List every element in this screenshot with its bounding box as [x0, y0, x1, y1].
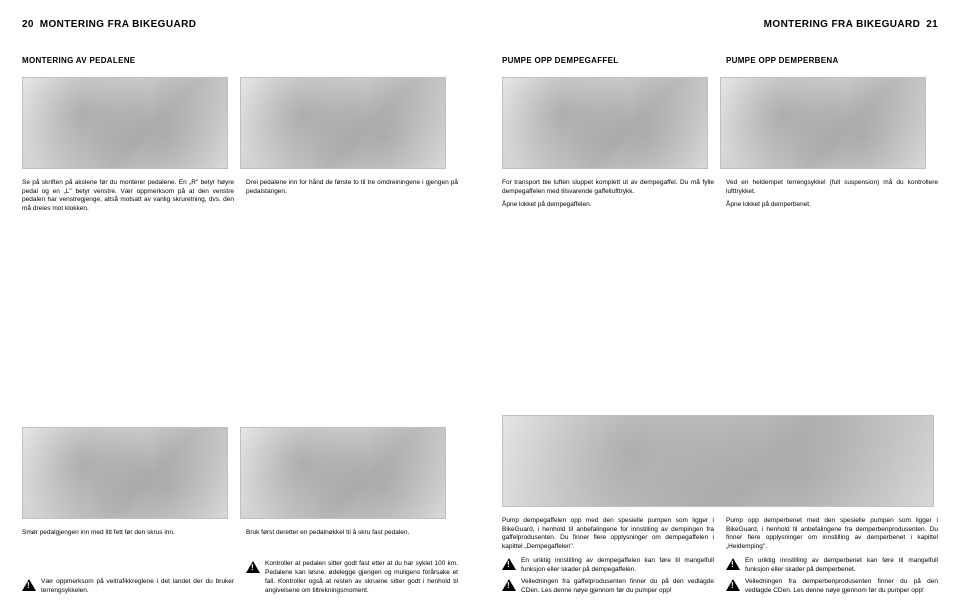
page-left: 20 MONTERING FRA BIKEGUARD MONTERING AV … — [0, 0, 480, 608]
text-col-grease: Smør pedalgjengen inn med litt fett før … — [22, 529, 234, 596]
photo-row-2-left — [22, 427, 458, 519]
header-right: MONTERING FRA BIKEGUARD 21 — [502, 18, 938, 34]
warning-shock-manual: Veiledningen fra demperbenprodusenten fi… — [726, 578, 938, 596]
p-right-1b: Åpne lokket på dempegaffelen. — [502, 201, 714, 210]
photo-pedal-axles — [22, 77, 228, 169]
page-number-left: 20 — [22, 18, 34, 32]
warning-fork-manual: Veiledningen fra gaffelprodusenten finne… — [502, 578, 714, 596]
subhead-shock: PUMPE OPP DEMPERBENA — [726, 56, 938, 67]
subhead-row-right: PUMPE OPP DEMPEGAFFEL PUMPE OPP DEMPERBE… — [502, 56, 938, 73]
section-title-left: MONTERING FRA BIKEGUARD — [40, 18, 197, 32]
warning-icon — [246, 561, 260, 573]
p-right-4: Pump opp demperbenet med den spesielle p… — [726, 517, 938, 552]
photo-pump-action — [502, 415, 934, 507]
warn-fork-manual: Veiledningen fra gaffelprodusenten finne… — [521, 578, 714, 596]
warn-text-pedal-tight: Kontroller at pedalen sitter godt fast e… — [265, 560, 458, 595]
text-col-wrench: Bruk først deretter en pedalnøkkel til å… — [246, 529, 458, 596]
photo-row-2-right — [502, 415, 938, 507]
text-fork: For transport ble luften sluppet komplet… — [502, 179, 714, 215]
p-right-2: Ved en heldempet terrengsykkel (full sus… — [726, 179, 938, 197]
text-row-2-left: Smør pedalgjengen inn med litt fett før … — [22, 529, 458, 596]
warn-shock-manual: Veiledningen fra demperbenprodusenten fi… — [745, 578, 938, 596]
warning-icon — [502, 579, 516, 591]
text-row-2-right: Pump dempegaffelen opp med den spesielle… — [502, 517, 938, 596]
warning-traffic: Vær oppmerksom på veitrafikkreglene i de… — [22, 578, 234, 596]
text-row-1-left: Se på skriften på akslene før du montere… — [22, 179, 458, 219]
subhead-fork: PUMPE OPP DEMPEGAFFEL — [502, 56, 714, 67]
warning-pedal-tight: Kontroller at pedalen sitter godt fast e… — [246, 560, 458, 595]
page-number-right: 21 — [926, 18, 938, 32]
section-title-right: MONTERING FRA BIKEGUARD — [764, 18, 921, 32]
spread: 20 MONTERING FRA BIKEGUARD MONTERING AV … — [0, 0, 960, 608]
text-shock: Ved en heldempet terrengsykkel (full sus… — [726, 179, 938, 215]
p-left-4: Bruk først deretter en pedalnøkkel til å… — [246, 529, 458, 538]
subhead-pedals: MONTERING AV PEDALENE — [22, 56, 234, 67]
photo-pedal-threading — [240, 77, 446, 169]
warning-icon — [726, 558, 740, 570]
header-left: 20 MONTERING FRA BIKEGUARD — [22, 18, 458, 34]
photo-shock-cap — [720, 77, 926, 169]
photo-pedal-grease — [22, 427, 228, 519]
p-left-1: Se på skriften på akslene før du montere… — [22, 179, 234, 214]
warning-fork-setting: En uriktig innstilling av dempegaffelen … — [502, 557, 714, 575]
subhead-row-left: MONTERING AV PEDALENE — [22, 56, 458, 73]
warning-icon — [726, 579, 740, 591]
photo-row-1-left — [22, 77, 458, 169]
text-row-1-right: For transport ble luften sluppet komplet… — [502, 179, 938, 215]
p-left-2: Drei pedalene inn for hånd de første to … — [246, 179, 458, 197]
p-right-2b: Åpne lokket på demperbenet. — [726, 201, 938, 210]
p-left-3: Smør pedalgjengen inn med litt fett før … — [22, 529, 234, 538]
warn-text-traffic: Vær oppmerksom på veitrafikkreglene i de… — [41, 578, 234, 596]
warn-shock-setting: En uriktig innstilling av demperbenet ka… — [745, 557, 938, 575]
p-right-3: Pump dempegaffelen opp med den spesielle… — [502, 517, 714, 552]
page-right: MONTERING FRA BIKEGUARD 21 PUMPE OPP DEM… — [480, 0, 960, 608]
warning-shock-setting: En uriktig innstilling av demperbenet ka… — [726, 557, 938, 575]
photo-pedal-wrench — [240, 427, 446, 519]
text-pump-fork: Pump dempegaffelen opp med den spesielle… — [502, 517, 714, 596]
warning-icon — [502, 558, 516, 570]
warn-fork-setting: En uriktig innstilling av dempegaffelen … — [521, 557, 714, 575]
text-pedal-direction: Se på skriften på akslene før du montere… — [22, 179, 234, 219]
warning-icon — [22, 579, 36, 591]
photo-row-1-right — [502, 77, 938, 169]
photo-fork-cap — [502, 77, 708, 169]
text-pedal-hand: Drei pedalene inn for hånd de første to … — [246, 179, 458, 219]
text-pump-shock: Pump opp demperbenet med den spesielle p… — [726, 517, 938, 596]
p-right-1: For transport ble luften sluppet komplet… — [502, 179, 714, 197]
